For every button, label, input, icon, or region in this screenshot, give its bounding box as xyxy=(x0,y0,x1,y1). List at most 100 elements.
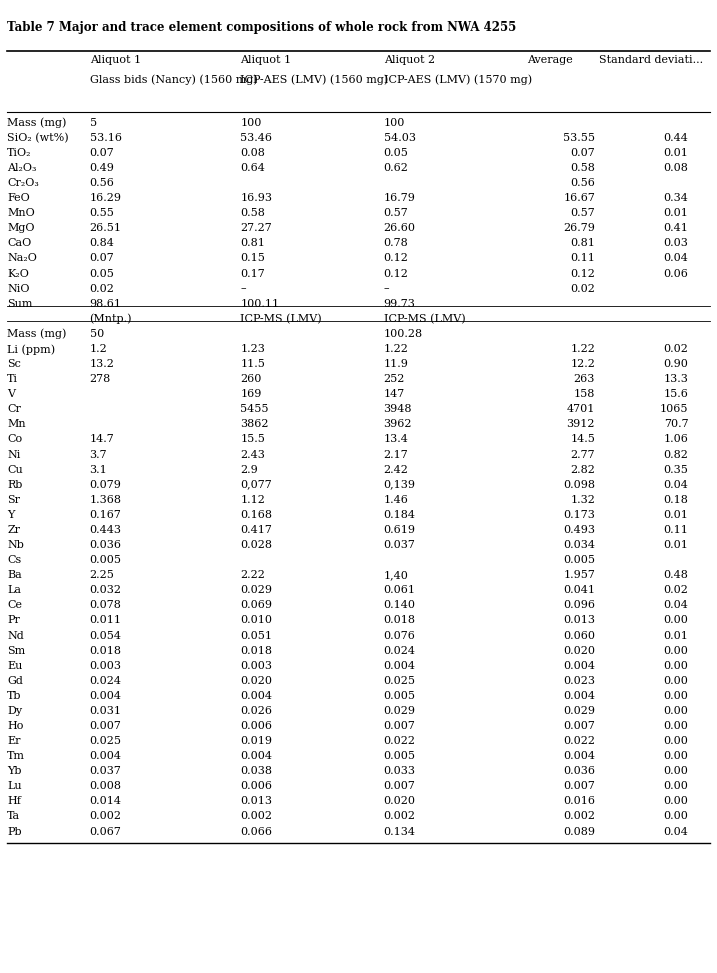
Text: 0.004: 0.004 xyxy=(563,661,595,670)
Text: 0.004: 0.004 xyxy=(90,751,122,761)
Text: 0.037: 0.037 xyxy=(384,540,415,550)
Text: 0.01: 0.01 xyxy=(663,208,688,218)
Text: 3.7: 3.7 xyxy=(90,450,108,459)
Text: ICP-AES (LMV) (1570 mg): ICP-AES (LMV) (1570 mg) xyxy=(384,75,532,86)
Text: 53.16: 53.16 xyxy=(90,133,122,143)
Text: 260: 260 xyxy=(240,374,262,384)
Text: 0.167: 0.167 xyxy=(90,510,121,520)
Text: 0.066: 0.066 xyxy=(240,826,272,837)
Text: 0.003: 0.003 xyxy=(90,661,122,670)
Text: 0.08: 0.08 xyxy=(240,148,265,158)
Text: 0.004: 0.004 xyxy=(563,691,595,701)
Text: 2.42: 2.42 xyxy=(384,464,409,475)
Text: 0.051: 0.051 xyxy=(240,631,272,640)
Text: 0.44: 0.44 xyxy=(663,133,688,143)
Text: 0.18: 0.18 xyxy=(663,494,688,505)
Text: 0.62: 0.62 xyxy=(384,162,409,173)
Text: 0.17: 0.17 xyxy=(240,269,265,278)
Text: 2.17: 2.17 xyxy=(384,450,409,459)
Text: 0.013: 0.013 xyxy=(563,615,595,626)
Text: 98.61: 98.61 xyxy=(90,299,122,308)
Text: 0.08: 0.08 xyxy=(663,162,688,173)
Text: 2.22: 2.22 xyxy=(240,570,265,580)
Text: 0.04: 0.04 xyxy=(663,480,688,489)
Text: 0.00: 0.00 xyxy=(663,645,688,656)
Text: 27.27: 27.27 xyxy=(240,223,272,234)
Text: 0.036: 0.036 xyxy=(90,540,122,550)
Text: Hf: Hf xyxy=(7,796,21,807)
Text: 0.037: 0.037 xyxy=(90,766,121,776)
Text: Zr: Zr xyxy=(7,524,20,535)
Text: 0.48: 0.48 xyxy=(663,570,688,580)
Text: SiO₂ (wt%): SiO₂ (wt%) xyxy=(7,133,69,143)
Text: 0.417: 0.417 xyxy=(240,524,272,535)
Text: 15.5: 15.5 xyxy=(240,434,265,445)
Text: Average: Average xyxy=(527,55,573,65)
Text: Standard deviati...: Standard deviati... xyxy=(599,55,703,65)
Text: 0,139: 0,139 xyxy=(384,480,416,489)
Text: 0.02: 0.02 xyxy=(90,283,115,294)
Text: 0.005: 0.005 xyxy=(563,555,595,565)
Text: 0.098: 0.098 xyxy=(563,480,595,489)
Text: Rb: Rb xyxy=(7,480,22,489)
Text: 14.5: 14.5 xyxy=(570,434,595,445)
Text: 0.061: 0.061 xyxy=(384,585,416,595)
Text: Yb: Yb xyxy=(7,766,22,776)
Text: Ta: Ta xyxy=(7,811,20,821)
Text: 0.81: 0.81 xyxy=(240,238,265,248)
Text: 0.64: 0.64 xyxy=(240,162,265,173)
Text: Li (ppm): Li (ppm) xyxy=(7,343,55,354)
Text: 26.79: 26.79 xyxy=(564,223,595,234)
Text: 1.2: 1.2 xyxy=(90,343,108,354)
Text: Mass (mg): Mass (mg) xyxy=(7,329,67,340)
Text: NiO: NiO xyxy=(7,283,29,294)
Text: 158: 158 xyxy=(574,389,595,399)
Text: 0.034: 0.034 xyxy=(563,540,595,550)
Text: 0.024: 0.024 xyxy=(384,645,416,656)
Text: Tb: Tb xyxy=(7,691,22,701)
Text: CaO: CaO xyxy=(7,238,32,248)
Text: 0.006: 0.006 xyxy=(240,781,272,791)
Text: 14.7: 14.7 xyxy=(90,434,115,445)
Text: 0.00: 0.00 xyxy=(663,675,688,686)
Text: 0.00: 0.00 xyxy=(663,615,688,626)
Text: Glass bids (Nancy) (1560 mg): Glass bids (Nancy) (1560 mg) xyxy=(90,75,257,86)
Text: 0.020: 0.020 xyxy=(384,796,416,807)
Text: 1,40: 1,40 xyxy=(384,570,409,580)
Text: 0.01: 0.01 xyxy=(663,510,688,520)
Text: 0.003: 0.003 xyxy=(240,661,272,670)
Text: 0.005: 0.005 xyxy=(384,751,416,761)
Text: 0.005: 0.005 xyxy=(90,555,122,565)
Text: 0.018: 0.018 xyxy=(240,645,272,656)
Text: 0.00: 0.00 xyxy=(663,766,688,776)
Text: 0.04: 0.04 xyxy=(663,600,688,610)
Text: 0.58: 0.58 xyxy=(240,208,265,218)
Text: 0.010: 0.010 xyxy=(240,615,272,626)
Text: 0.82: 0.82 xyxy=(663,450,688,459)
Text: (Mntp.): (Mntp.) xyxy=(90,313,132,324)
Text: 0.069: 0.069 xyxy=(240,600,272,610)
Text: 0.041: 0.041 xyxy=(563,585,595,595)
Text: 3948: 3948 xyxy=(384,404,412,414)
Text: 2.82: 2.82 xyxy=(570,464,595,475)
Text: 0.58: 0.58 xyxy=(570,162,595,173)
Text: 0.020: 0.020 xyxy=(563,645,595,656)
Text: 0.004: 0.004 xyxy=(384,661,416,670)
Text: 0.067: 0.067 xyxy=(90,826,121,837)
Text: Mass (mg): Mass (mg) xyxy=(7,118,67,128)
Text: 0.089: 0.089 xyxy=(563,826,595,837)
Text: 0.03: 0.03 xyxy=(663,238,688,248)
Text: 0.004: 0.004 xyxy=(240,691,272,701)
Text: 0.12: 0.12 xyxy=(570,269,595,278)
Text: 0.01: 0.01 xyxy=(663,540,688,550)
Text: 2.9: 2.9 xyxy=(240,464,258,475)
Text: 13.2: 13.2 xyxy=(90,359,115,369)
Text: 99.73: 99.73 xyxy=(384,299,415,308)
Text: 0.006: 0.006 xyxy=(240,721,272,731)
Text: Sm: Sm xyxy=(7,645,25,656)
Text: 0.00: 0.00 xyxy=(663,705,688,716)
Text: 0.11: 0.11 xyxy=(663,524,688,535)
Text: 278: 278 xyxy=(90,374,111,384)
Text: 0.078: 0.078 xyxy=(90,600,121,610)
Text: 12.2: 12.2 xyxy=(570,359,595,369)
